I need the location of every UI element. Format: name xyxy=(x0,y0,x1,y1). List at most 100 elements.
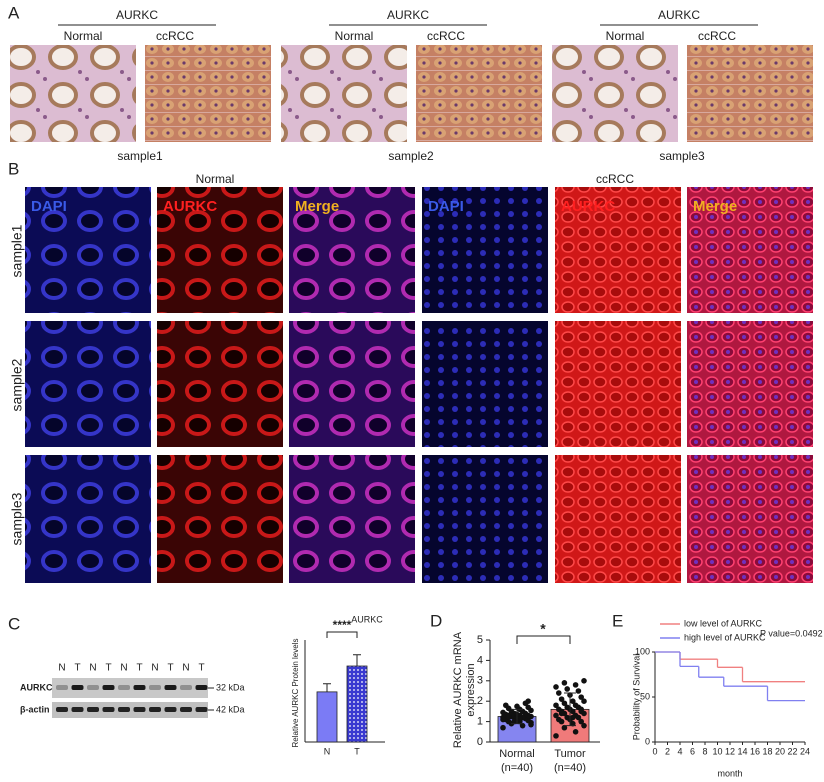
panel-label: E xyxy=(612,611,623,630)
point xyxy=(575,688,582,694)
y-label: Relative AURKC mRNA xyxy=(452,631,464,748)
point xyxy=(553,712,559,719)
band-label: β-actin xyxy=(20,704,50,714)
band-label: AURKC xyxy=(20,682,53,692)
if-image xyxy=(25,321,151,447)
size-label: 42 kDa xyxy=(216,704,245,714)
if-image xyxy=(157,321,283,447)
if-image xyxy=(289,187,415,313)
normal-label: Normal xyxy=(64,29,103,43)
point xyxy=(581,698,587,704)
point xyxy=(570,720,576,727)
size-label: 32 kDa xyxy=(216,682,245,692)
if-image xyxy=(555,187,681,313)
point xyxy=(564,704,570,711)
ihc-image xyxy=(687,45,813,142)
y-label: expression xyxy=(465,663,477,716)
point xyxy=(553,684,559,690)
y-tick-label: 100 xyxy=(635,646,650,656)
point xyxy=(505,713,512,720)
tumor-label: ccRCC xyxy=(698,29,736,43)
point xyxy=(561,724,568,731)
row-label: sample1 xyxy=(9,224,25,277)
band xyxy=(164,685,177,690)
significance: * xyxy=(540,621,546,637)
error-bar xyxy=(564,692,576,727)
if-image xyxy=(687,321,813,447)
point xyxy=(564,686,570,692)
ihc-image xyxy=(552,45,678,142)
point xyxy=(578,694,584,700)
if-image xyxy=(422,187,548,313)
point xyxy=(570,698,576,704)
error-bar xyxy=(353,654,361,667)
band xyxy=(149,685,161,690)
y-tick-label: 5 xyxy=(477,634,483,646)
point xyxy=(561,680,568,686)
band xyxy=(56,685,68,690)
x-tick-label: 16 xyxy=(750,746,760,756)
legend-label: high level of AURKC xyxy=(684,632,766,642)
point xyxy=(525,704,531,711)
band xyxy=(71,685,84,690)
point xyxy=(558,696,565,702)
x-sublabel: (n=40) xyxy=(501,762,533,774)
point xyxy=(561,700,568,707)
bracket xyxy=(516,635,571,644)
band xyxy=(133,707,146,712)
x-tick-label: 4 xyxy=(677,746,682,756)
point xyxy=(558,710,565,717)
ihc-image xyxy=(145,45,271,142)
normal-label: Normal xyxy=(606,29,645,43)
sample-label: sample3 xyxy=(659,149,705,163)
if-image xyxy=(157,455,283,583)
point xyxy=(570,714,576,721)
if-image xyxy=(289,455,415,583)
lane-label: N xyxy=(120,663,127,674)
band xyxy=(164,707,177,712)
significance: **** xyxy=(333,618,352,632)
x-tick-label: 10 xyxy=(712,746,722,756)
y-tick-label: 4 xyxy=(477,654,483,666)
x-tick-label: 6 xyxy=(690,746,695,756)
group-label: Normal xyxy=(196,172,235,186)
lane-label: T xyxy=(136,663,142,674)
point xyxy=(564,714,570,721)
band xyxy=(118,707,130,712)
annotation: P value=0.0492 xyxy=(760,628,823,638)
y-tick-label: 50 xyxy=(640,691,650,701)
if-image xyxy=(289,321,415,447)
point xyxy=(519,722,526,729)
y-tick-label: 1 xyxy=(477,716,483,728)
point xyxy=(572,702,579,709)
band xyxy=(56,707,68,712)
band xyxy=(195,685,208,690)
lane-label: N xyxy=(89,663,96,674)
group-title: AURKC xyxy=(387,8,429,22)
if-image xyxy=(687,455,813,583)
channel-label: DAPI xyxy=(428,198,464,215)
lane-label: T xyxy=(105,663,111,674)
x-tick-label: 24 xyxy=(800,746,810,756)
point xyxy=(500,716,506,723)
tumor-label: ccRCC xyxy=(427,29,465,43)
bar xyxy=(316,691,338,743)
point xyxy=(528,721,534,728)
channel-label: Merge xyxy=(693,198,737,215)
point xyxy=(553,702,559,709)
x-tick-label: 14 xyxy=(737,746,747,756)
x-tick-label: T xyxy=(354,746,360,756)
point xyxy=(572,729,579,735)
panel-label: C xyxy=(8,614,20,633)
x-tick-label: N xyxy=(324,746,331,756)
point xyxy=(500,709,506,716)
x-tick-label: Normal xyxy=(499,748,534,760)
band xyxy=(71,707,84,712)
band xyxy=(87,685,99,690)
lane-label: T xyxy=(167,663,173,674)
y-label: Relative AURKC Protein levels xyxy=(291,639,300,748)
channel-label: Merge xyxy=(295,198,339,215)
channel-label: DAPI xyxy=(31,198,67,215)
sample-label: sample2 xyxy=(388,149,434,163)
